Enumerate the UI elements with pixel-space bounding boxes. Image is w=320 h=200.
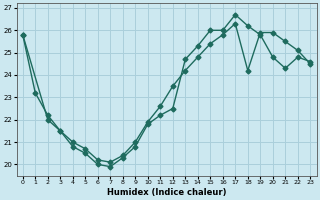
X-axis label: Humidex (Indice chaleur): Humidex (Indice chaleur): [107, 188, 226, 197]
